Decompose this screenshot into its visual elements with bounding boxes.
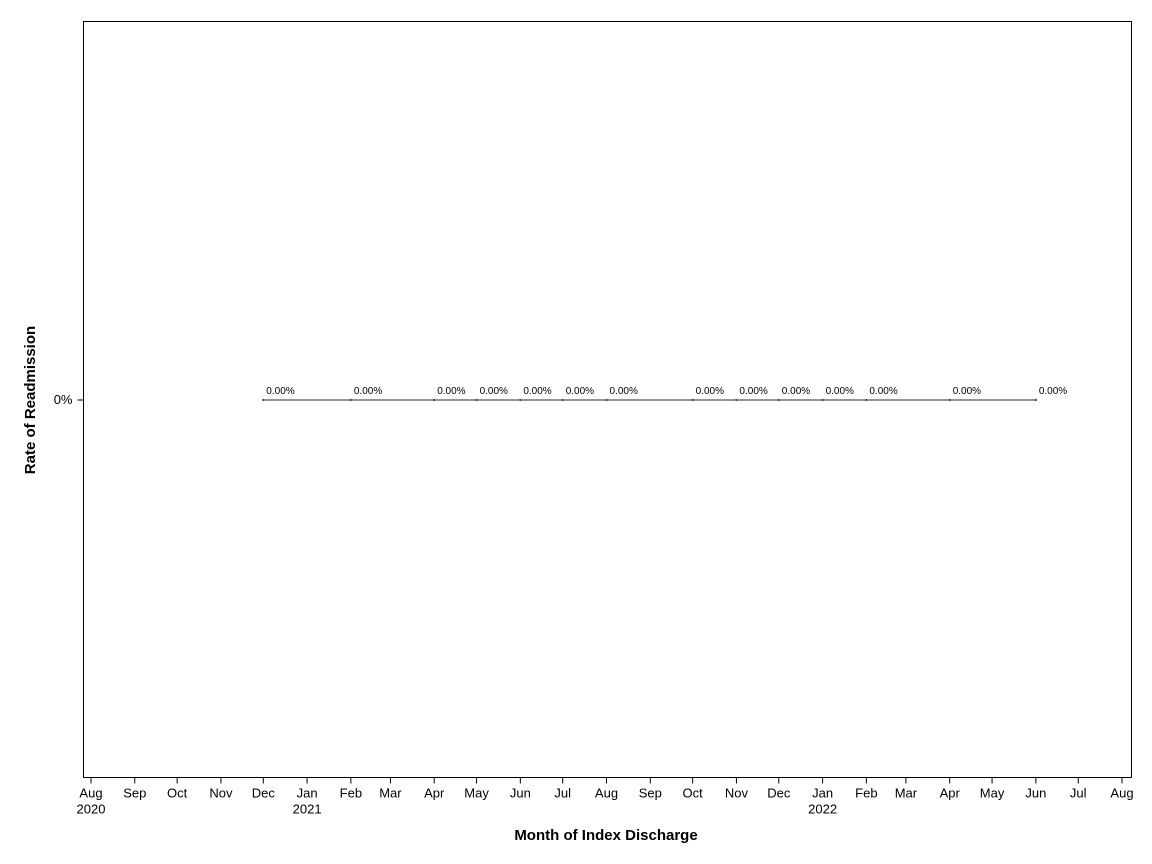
x-tick-label: Aug [79,786,102,801]
x-tick-label: Apr [424,786,445,801]
x-tick-label: Jan [297,786,318,801]
x-tick-label: Feb [340,786,362,801]
series-layer: 0.00% 0.00% 0.00% 0.00% 0.00% 0.00% 0.00% 0.00%… [262,386,1067,402]
x-tick-year-label: 2020 [77,802,106,817]
x-tick-label: Aug [595,786,618,801]
data-label: 0.00% [610,386,638,397]
data-label: 0.00% [523,386,551,397]
x-tick-label: Apr [940,786,961,801]
data-point [349,398,353,402]
x-tick-label: Aug [1110,786,1133,801]
x-tick-label: May [464,786,489,801]
x-tick-year-label: 2021 [293,802,322,817]
x-tick-label: Sep [123,786,146,801]
x-tick-label: Oct [683,786,704,801]
x-tick-label: Nov [209,786,233,801]
y-tick-label: 0% [54,392,73,407]
x-tick-label: Jul [554,786,571,801]
x-tick-label: Dec [252,786,276,801]
x-tick-label: Oct [167,786,188,801]
data-label: 0.00% [869,386,897,397]
y-axis-title: Rate of Readmission [22,326,39,474]
data-point [735,398,738,402]
x-axis-title: Month of Index Discharge [514,827,697,844]
data-label: 0.00% [566,386,594,397]
x-tick-label: Nov [725,786,749,801]
x-tick-label: Dec [767,786,791,801]
data-label: 0.00% [696,386,724,397]
data-point [777,398,781,402]
x-tick-label: May [980,786,1005,801]
x-tick-label: Sep [639,786,662,801]
x-tick-label: Jan [812,786,833,801]
data-point [432,398,436,402]
data-label: 0.00% [480,386,508,397]
data-point [262,398,265,402]
data-point [948,398,951,402]
data-label: 0.00% [437,386,465,397]
data-point [475,398,478,402]
x-tick-label: Jun [1025,786,1046,801]
data-label: 0.00% [953,386,981,397]
data-point [865,398,868,402]
data-point [691,398,694,402]
data-point [821,398,824,402]
x-tick-label: Jul [1070,786,1087,801]
data-point [561,398,564,402]
data-label: 0.00% [1039,386,1067,397]
data-label: 0.00% [739,386,767,397]
data-point [605,398,608,402]
x-tick-label: Mar [895,786,918,801]
data-point [1034,398,1038,402]
x-tick-label: Feb [855,786,877,801]
x-tick-label: Jun [510,786,531,801]
data-point [519,398,522,402]
data-label: 0.00% [782,386,810,397]
data-label: 0.00% [354,386,382,397]
y-axis: 0% [54,392,84,407]
x-tick-year-label: 2022 [808,802,837,817]
data-label: 0.00% [826,386,854,397]
x-tick-label: Mar [379,786,402,801]
data-label: 0.00% [266,386,294,397]
